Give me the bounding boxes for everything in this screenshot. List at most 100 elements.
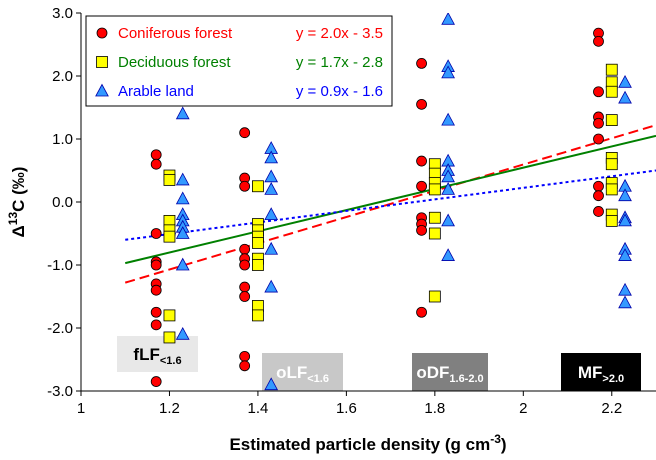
- data-point-triangle: [618, 188, 632, 202]
- data-point-square: [605, 63, 618, 76]
- data-point-circle: [416, 306, 427, 318]
- x-tick-label: 1.4: [247, 400, 268, 417]
- y-tick-label: 2.0: [52, 68, 73, 85]
- y-tick-label: 1.0: [52, 131, 73, 148]
- x-tick-label: 1.8: [424, 400, 445, 417]
- y-axis-title-delta: Δ: [9, 225, 28, 237]
- data-point-square: [163, 331, 176, 344]
- data-point-triangle: [264, 377, 279, 391]
- data-point-square: [163, 174, 176, 186]
- fraction-label-flf: fLF<1.6: [133, 345, 181, 367]
- data-point-square: [605, 85, 618, 98]
- data-point-square: [605, 214, 618, 227]
- data-point-square: [605, 183, 618, 196]
- data-point-square: [163, 309, 176, 322]
- data-point-triangle: [441, 182, 455, 195]
- x-tick-label: 2.2: [601, 400, 622, 417]
- data-point-circle: [150, 158, 162, 170]
- data-point-triangle: [175, 257, 190, 271]
- fraction-label-odf: oDF1.6-2.0: [416, 363, 483, 385]
- data-point-square: [605, 114, 618, 126]
- legend-label: Deciduous forest: [118, 54, 231, 71]
- regression-line-1: [124, 134, 656, 265]
- y-axis-title-main: C (‰): [9, 167, 28, 212]
- data-point-square: [252, 180, 264, 193]
- fraction-box-odf: [412, 353, 488, 391]
- legend-equation: y = 2.0x - 3.5: [296, 25, 383, 42]
- data-point-triangle: [618, 213, 632, 227]
- data-point-circle: [593, 35, 604, 47]
- data-point-square: [605, 158, 618, 171]
- data-point-triangle: [441, 169, 455, 183]
- data-point-circle: [239, 281, 251, 293]
- series-0-points: [150, 27, 604, 387]
- data-point-square: [428, 211, 441, 224]
- data-point-circle: [150, 306, 162, 318]
- data-point-triangle: [618, 282, 632, 296]
- data-point-circle: [593, 86, 604, 98]
- data-point-triangle: [264, 279, 279, 293]
- data-point-circle: [593, 180, 604, 192]
- fraction-box-flf: [117, 336, 198, 372]
- data-point-triangle: [264, 241, 279, 255]
- fraction-label-subscript: <1.6: [307, 373, 329, 385]
- fraction-label-main: oLF: [276, 363, 307, 382]
- fraction-label-subscript: 1.6-2.0: [449, 373, 483, 385]
- x-tick-label: 1.6: [336, 400, 357, 417]
- data-point-circle: [239, 360, 251, 372]
- data-point-triangle: [175, 326, 190, 340]
- data-point-circle: [593, 190, 604, 202]
- legend-marker: [95, 83, 109, 97]
- data-point-square: [252, 309, 264, 322]
- data-point-circle: [150, 376, 162, 387]
- y-tick-label: 3.0: [52, 5, 73, 22]
- data-point-circle: [593, 206, 604, 217]
- data-point-circle: [416, 98, 427, 110]
- data-point-triangle: [264, 150, 279, 164]
- fraction-label-main: fLF: [133, 345, 159, 364]
- data-point-circle: [150, 228, 162, 239]
- data-point-circle: [416, 155, 427, 167]
- data-point-triangle: [441, 65, 455, 79]
- legend-marker: [96, 56, 108, 68]
- data-point-triangle: [441, 112, 455, 126]
- data-point-circle: [416, 180, 427, 192]
- data-point-triangle: [618, 74, 632, 88]
- data-point-circle: [416, 58, 427, 69]
- series-1-points: [163, 63, 618, 344]
- data-point-triangle: [175, 106, 190, 120]
- data-point-triangle: [441, 248, 455, 261]
- data-point-triangle: [175, 172, 190, 186]
- data-point-circle: [593, 117, 604, 129]
- x-axis-title: Estimated particle density (g cm-3): [229, 432, 506, 454]
- data-point-circle: [239, 180, 251, 192]
- data-point-triangle: [175, 226, 190, 239]
- x-tick-label: 1.2: [159, 400, 180, 417]
- legend-equation: y = 1.7x - 2.8: [296, 54, 383, 71]
- y-axis-title-sup: 13: [6, 212, 20, 226]
- fraction-label-subscript: >2.0: [602, 373, 624, 385]
- data-point-triangle: [441, 13, 455, 25]
- y-tick-label: -2.0: [47, 320, 73, 337]
- data-point-circle: [150, 319, 162, 331]
- fraction-label-subscript: <1.6: [160, 355, 182, 367]
- fraction-label-olf: oLF<1.6: [276, 363, 329, 385]
- fraction-label-mf: MF>2.0: [578, 363, 624, 385]
- legend-marker: [96, 27, 108, 39]
- x-axis-title-close: ): [501, 435, 507, 454]
- data-point-triangle: [175, 191, 190, 205]
- data-point-square: [252, 259, 264, 271]
- data-point-circle: [150, 149, 162, 161]
- data-point-square: [163, 230, 176, 243]
- y-axis-title: Δ13C (‰): [6, 167, 28, 238]
- data-point-circle: [150, 259, 162, 271]
- legend-equation: y = 0.9x - 1.6: [296, 83, 383, 100]
- data-point-triangle: [264, 182, 279, 195]
- x-axis-title-main: Estimated particle density (g cm: [229, 435, 490, 454]
- data-point-triangle: [618, 90, 632, 104]
- fraction-box-mf: [561, 353, 641, 391]
- data-point-circle: [239, 243, 251, 255]
- data-point-square: [428, 290, 441, 303]
- regression-line-0: [124, 124, 656, 284]
